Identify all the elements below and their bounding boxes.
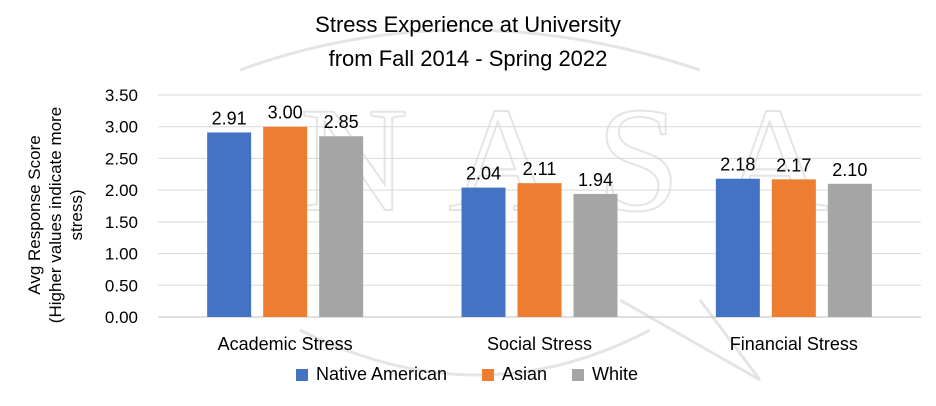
data-label: 1.94: [578, 170, 613, 190]
x-category-label: Social Stress: [487, 334, 592, 354]
bar-white-1: [319, 136, 364, 317]
bar-white-3: [827, 183, 872, 317]
legend-swatch: [482, 369, 494, 381]
data-label: 2.11: [523, 159, 557, 179]
y-tick-label: 3.00: [105, 118, 138, 137]
data-label: 2.18: [720, 155, 755, 175]
chart-title: Stress Experience at University from Fal…: [315, 12, 621, 71]
y-axis-label-line-2: (Higher values indicate more: [46, 107, 65, 323]
data-label: 2.10: [832, 160, 867, 180]
legend-swatch: [296, 369, 308, 381]
data-label: 2.17: [776, 155, 811, 175]
chart-title-line-2: from Fall 2014 - Spring 2022: [329, 46, 608, 71]
bar-asian-2: [517, 183, 562, 317]
chart-title-line-1: Stress Experience at University: [315, 12, 621, 37]
y-axis-label-line-3: stress): [67, 190, 86, 241]
y-tick-label: 0.00: [105, 308, 138, 327]
y-tick-label: 1.50: [105, 213, 138, 232]
data-label: 2.91: [212, 108, 247, 128]
data-label: 3.00: [268, 103, 303, 123]
bar-asian-1: [263, 126, 308, 317]
y-tick-label: 2.00: [105, 181, 138, 200]
legend: Native American Asian White: [296, 364, 638, 384]
y-axis-label: Avg Response Score (Higher values indica…: [25, 107, 86, 323]
bars: [207, 126, 872, 317]
legend-swatch: [572, 369, 584, 381]
y-tick-label: 1.00: [105, 245, 138, 264]
x-axis-categories: Academic Stress Social Stress Financial St…: [218, 334, 858, 354]
data-label: 2.04: [466, 164, 501, 184]
legend-label: White: [592, 364, 638, 384]
bar-native-american-3: [715, 178, 760, 317]
y-axis-label-line-1: Avg Response Score: [25, 135, 44, 294]
y-tick-label: 2.50: [105, 149, 138, 168]
bar-white-2: [573, 193, 618, 317]
bar-native-american-2: [461, 187, 506, 317]
x-category-label: Financial Stress: [730, 334, 858, 354]
y-tick-label: 0.50: [105, 276, 138, 295]
bar-native-american-1: [207, 132, 252, 317]
y-axis-ticks: 0.00 0.50 1.00 1.50 2.00 2.50 3.00 3.50: [105, 86, 138, 327]
y-tick-label: 3.50: [105, 86, 138, 105]
data-label: 2.85: [324, 112, 359, 132]
legend-label: Asian: [502, 364, 547, 384]
legend-label: Native American: [316, 364, 447, 384]
bar-asian-3: [771, 179, 816, 317]
x-category-label: Academic Stress: [218, 334, 353, 354]
data-labels: 2.91 3.00 2.85 2.04 2.11 1.94 2.18 2.17 2.10: [212, 103, 868, 190]
